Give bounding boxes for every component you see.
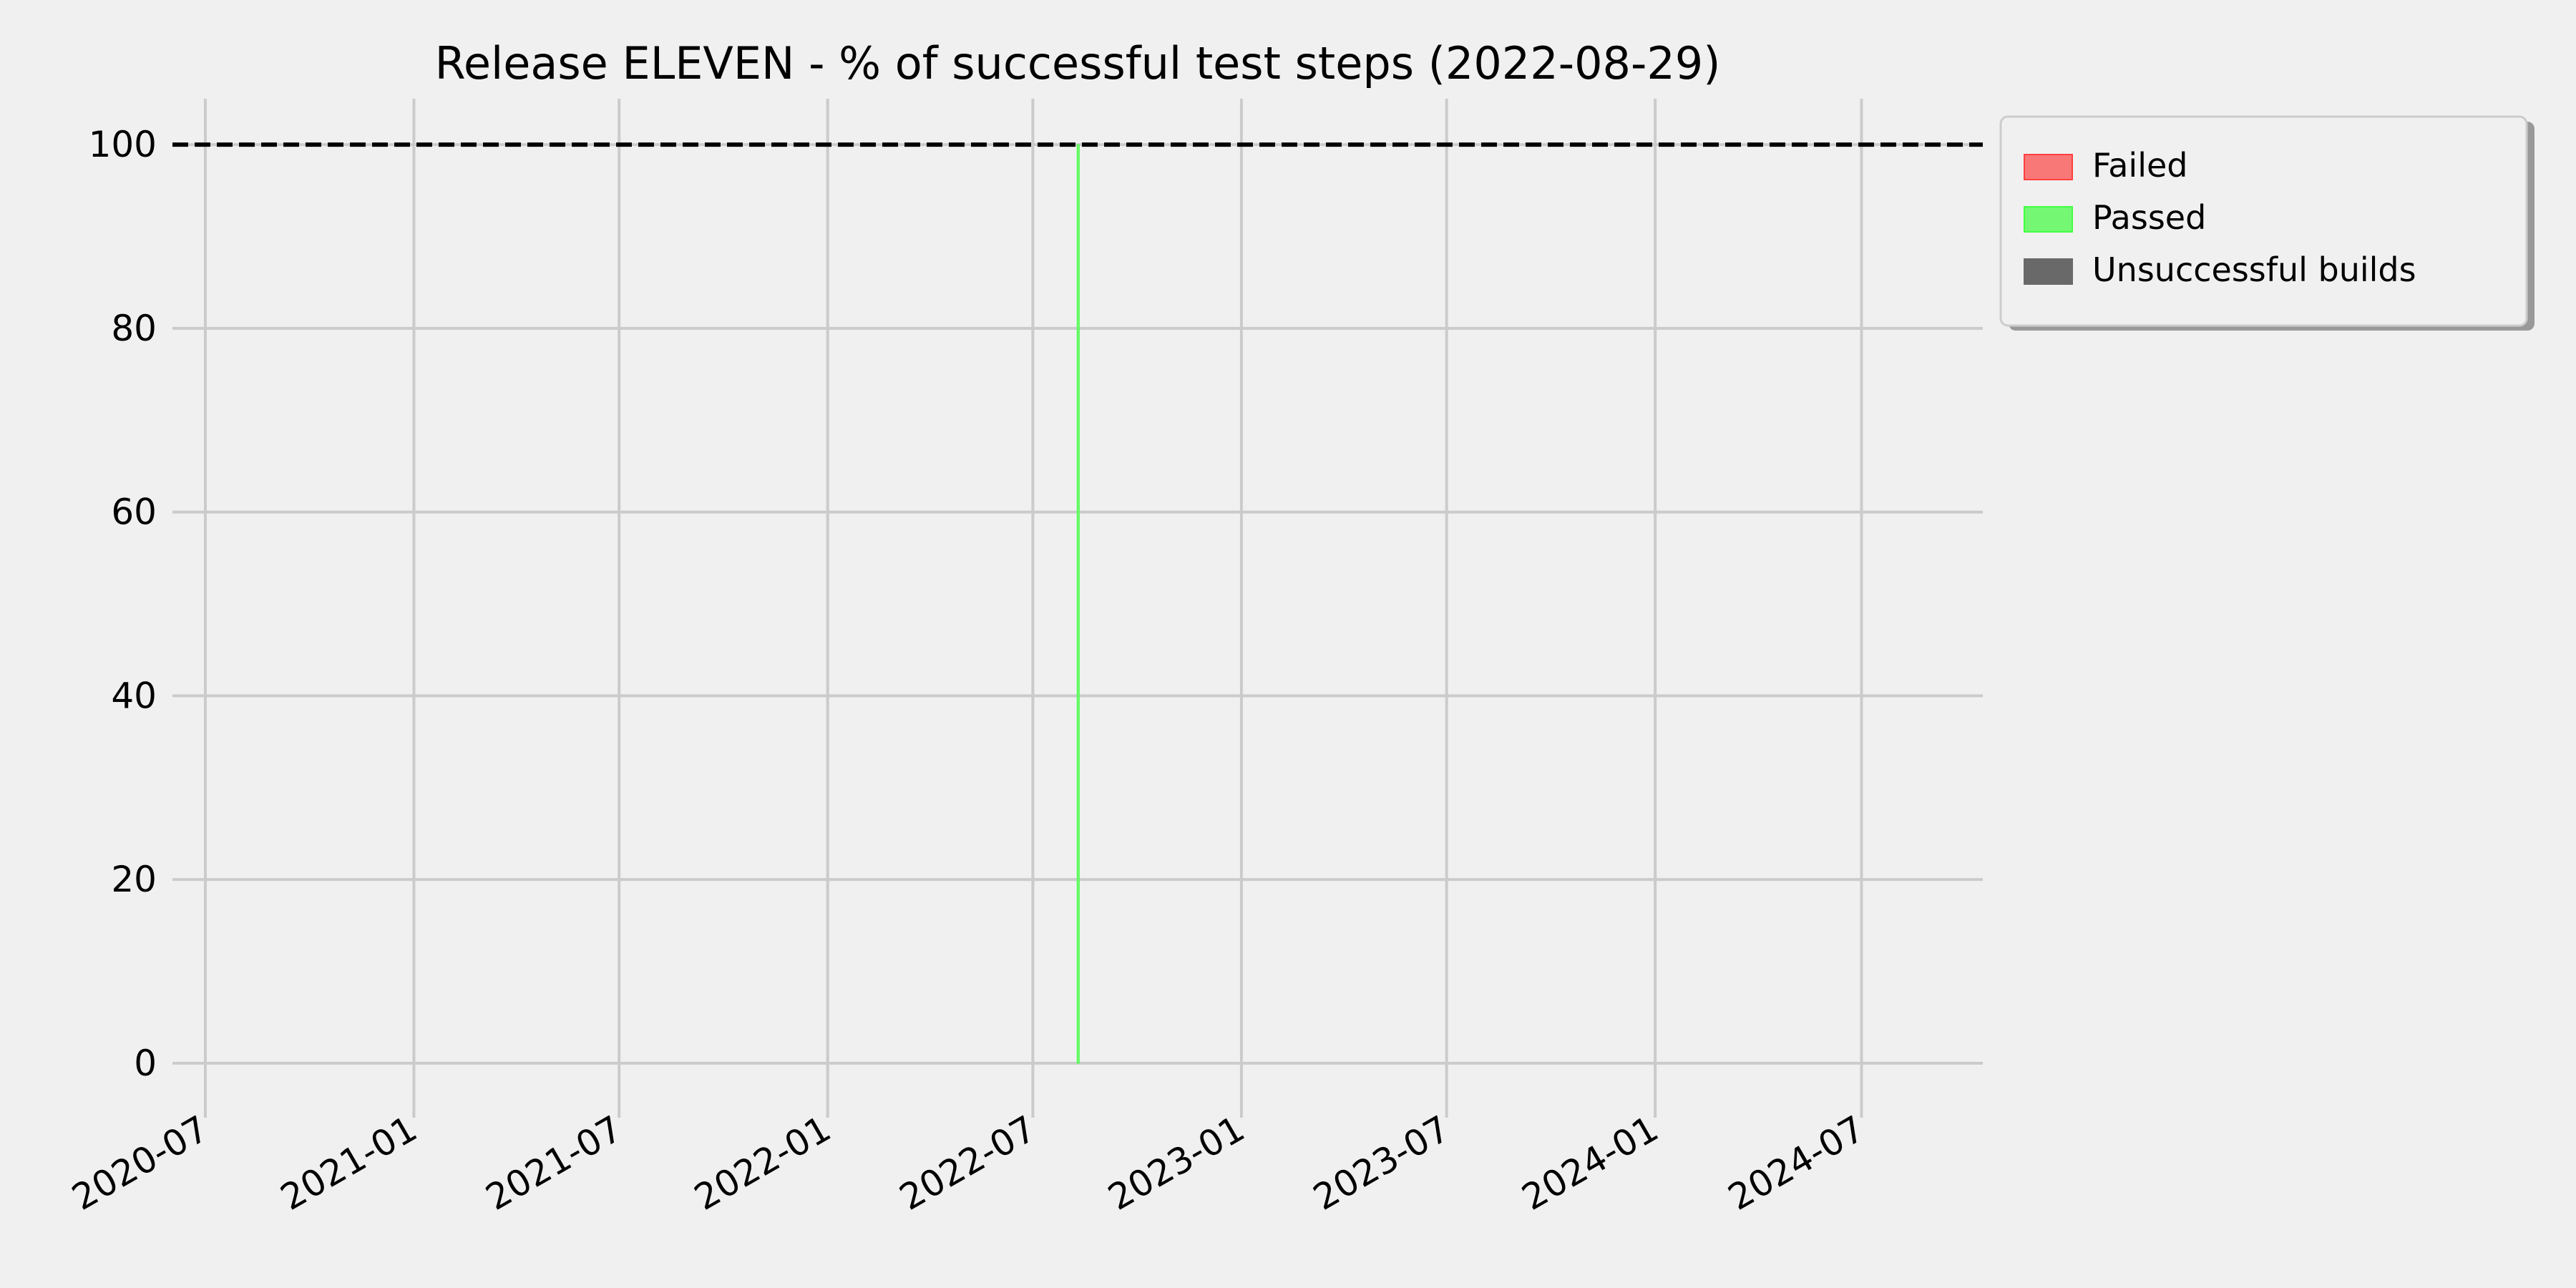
legend: Failed Passed Unsuccessful builds bbox=[1999, 115, 2534, 331]
x-tick-label: 2020-07 bbox=[65, 1108, 215, 1219]
y-tick-label: 20 bbox=[111, 859, 157, 900]
x-tick-label: 2022-01 bbox=[688, 1108, 838, 1219]
chart-title: Release ELEVEN - % of successful test st… bbox=[435, 37, 1721, 89]
y-tick-label: 40 bbox=[111, 675, 157, 716]
legend-swatch bbox=[2024, 258, 2073, 285]
bar-passed bbox=[1076, 144, 1080, 1064]
legend-label: Failed bbox=[2092, 146, 2188, 185]
y-axis: 0 20 40 60 80 100 bbox=[89, 124, 157, 1084]
legend-swatch bbox=[2024, 154, 2073, 180]
y-tick-label: 80 bbox=[111, 308, 157, 349]
x-tick-label: 2022-07 bbox=[892, 1108, 1043, 1219]
x-axis: 2020-07 2021-01 2021-07 2022-01 2022-07 2023-… bbox=[65, 1108, 1871, 1219]
legend-label: Passed bbox=[2092, 198, 2206, 237]
x-tick-label: 2024-07 bbox=[1722, 1108, 1872, 1219]
x-tick-label: 2023-01 bbox=[1101, 1108, 1252, 1219]
x-tick-label: 2021-01 bbox=[274, 1108, 424, 1219]
x-tick-label: 2021-07 bbox=[479, 1108, 629, 1219]
y-tick-label: 60 bbox=[111, 492, 157, 533]
legend-frame bbox=[1999, 115, 2528, 327]
x-tick-label: 2024-01 bbox=[1515, 1108, 1665, 1219]
y-tick-label: 100 bbox=[89, 124, 157, 165]
marks bbox=[172, 142, 1983, 1064]
x-tick-label: 2023-07 bbox=[1307, 1108, 1457, 1219]
legend-swatch bbox=[2024, 206, 2073, 233]
legend-label: Unsuccessful builds bbox=[2092, 250, 2416, 289]
y-tick-label: 0 bbox=[134, 1043, 157, 1084]
